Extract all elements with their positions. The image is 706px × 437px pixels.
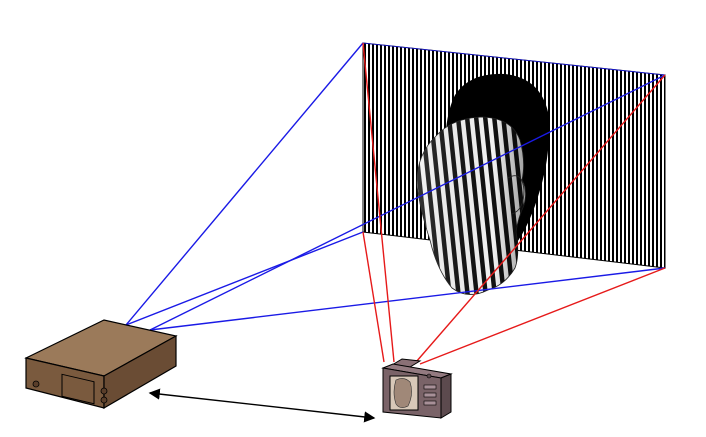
head-object: [416, 116, 526, 295]
fringe-projector: [24, 319, 178, 410]
baseline-double-arrow: [148, 388, 376, 423]
projector-lens-icon: [32, 380, 40, 388]
camera: [381, 358, 453, 419]
projection-rays: [125, 42, 666, 331]
camera-rays: [362, 42, 666, 365]
